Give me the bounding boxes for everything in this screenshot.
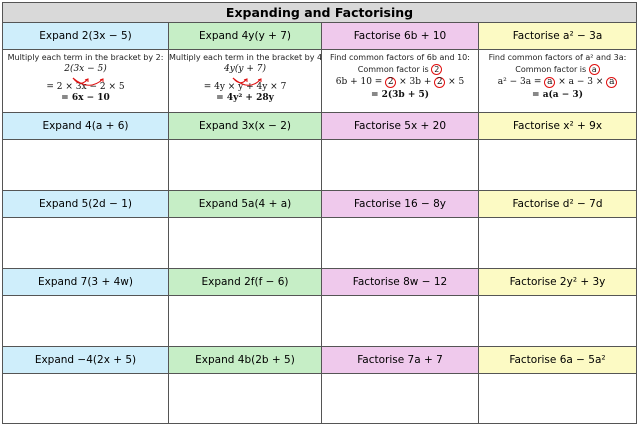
question-header: Expand 4y(y + 7) (168, 22, 322, 50)
example-step: = 4y × y + 4y × 7 (203, 82, 287, 92)
question-header: Expand 7(3 + 4w) (2, 268, 169, 296)
example-instruction: Multiply each term in the bracket by 4y: (169, 53, 322, 62)
worksheet-table: Expanding and Factorising Expand 2(3x − … (2, 2, 637, 424)
question-header: Factorise 16 − 8y (321, 190, 479, 218)
question-header: Factorise 6b + 10 (321, 22, 479, 50)
answer-box[interactable] (478, 373, 637, 424)
example-expression: 4y(y + 7) (224, 64, 266, 74)
question-header: Factorise 8w − 12 (321, 268, 479, 296)
answer-box[interactable] (168, 139, 322, 191)
example-lhs: a² − 3a = (497, 77, 542, 87)
factor-circled: a (606, 77, 618, 88)
question-header: Factorise 2y² + 3y (478, 268, 637, 296)
answer-box[interactable] (2, 139, 169, 191)
example-instruction: Find common factors of a² and 3a: (488, 53, 627, 62)
answer-box[interactable] (168, 217, 322, 269)
example-answer: = a(a − 3) (532, 90, 583, 100)
answer-box[interactable] (321, 295, 479, 347)
question-header: Expand 4(a + 6) (2, 112, 169, 140)
example-expression: 2(3x − 5) (64, 64, 107, 74)
answer-box[interactable] (2, 217, 169, 269)
worksheet-title: Expanding and Factorising (2, 2, 637, 23)
example-answer: = 6x − 10 (61, 93, 110, 103)
question-header: Expand 2(3x − 5) (2, 22, 169, 50)
worked-example-factorise-1: Find common factors of 6b and 10: Common… (321, 49, 479, 113)
factor-circled: a (544, 77, 556, 88)
worked-example-expand-1: Multiply each term in the bracket by 2: … (2, 49, 169, 113)
answer-box[interactable] (478, 295, 637, 347)
worked-example-expand-2: Multiply each term in the bracket by 4y:… (168, 49, 322, 113)
example-rhs: × 5 (448, 77, 465, 87)
example-lhs: 6b + 10 = (335, 77, 383, 87)
question-header: Expand 3x(x − 2) (168, 112, 322, 140)
answer-box[interactable] (321, 373, 479, 424)
answer-box[interactable] (321, 139, 479, 191)
question-header: Factorise 5x + 20 (321, 112, 479, 140)
answer-box[interactable] (321, 217, 479, 269)
question-header: Expand −4(2x + 5) (2, 346, 169, 374)
question-header: Factorise d² − 7d (478, 190, 637, 218)
example-instruction: Multiply each term in the bracket by 2: (7, 53, 164, 62)
question-header: Factorise a² − 3a (478, 22, 637, 50)
example-answer: = 2(3b + 5) (370, 90, 430, 100)
example-mid: × 3b + (399, 77, 432, 87)
question-header: Factorise x² + 9x (478, 112, 637, 140)
common-factor-label: Common factor is (357, 65, 429, 74)
common-factor-circled: 2 (431, 64, 443, 75)
factor-circled: 2 (434, 77, 446, 88)
answer-box[interactable] (478, 139, 637, 191)
common-factor-label: Common factor is (515, 65, 587, 74)
worked-example-factorise-2: Find common factors of a² and 3a: Common… (478, 49, 637, 113)
answer-box[interactable] (168, 373, 322, 424)
factor-circled: 2 (385, 77, 397, 88)
answer-box[interactable] (168, 295, 322, 347)
answer-box[interactable] (478, 217, 637, 269)
question-header: Expand 2f(f − 6) (168, 268, 322, 296)
question-header: Factorise 7a + 7 (321, 346, 479, 374)
answer-box[interactable] (2, 295, 169, 347)
question-header: Factorise 6a − 5a² (478, 346, 637, 374)
question-header: Expand 5a(4 + a) (168, 190, 322, 218)
example-instruction: Find common factors of 6b and 10: (330, 53, 470, 62)
common-factor-circled: a (588, 64, 600, 75)
example-step: = 2 × 3x − 2 × 5 (46, 82, 125, 92)
question-header: Expand 4b(2b + 5) (168, 346, 322, 374)
example-answer: = 4y² + 28y (216, 93, 274, 103)
example-mid: × a − 3 × (558, 77, 604, 87)
question-header: Expand 5(2d − 1) (2, 190, 169, 218)
answer-box[interactable] (2, 373, 169, 424)
